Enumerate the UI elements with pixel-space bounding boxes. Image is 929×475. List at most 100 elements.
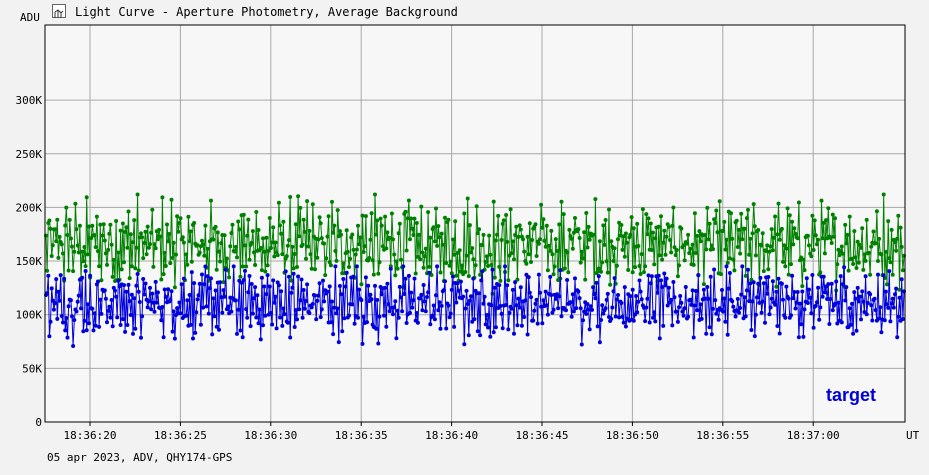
data-point — [686, 232, 691, 237]
data-point — [531, 318, 536, 323]
data-point — [347, 313, 351, 318]
data-point — [838, 274, 843, 279]
data-point — [773, 214, 778, 219]
data-point — [201, 305, 206, 310]
data-point — [879, 330, 884, 335]
data-point — [692, 303, 697, 308]
data-point — [769, 296, 774, 301]
data-point — [706, 237, 711, 242]
data-point — [432, 239, 437, 244]
data-point — [824, 218, 828, 223]
data-point — [536, 241, 541, 246]
data-point — [227, 275, 232, 280]
data-point — [769, 227, 774, 232]
data-point — [359, 298, 364, 303]
data-point — [687, 251, 692, 256]
data-point — [635, 310, 640, 315]
data-point — [148, 285, 152, 290]
data-point — [313, 293, 317, 298]
data-point — [856, 299, 861, 304]
data-point — [97, 324, 102, 329]
data-point — [756, 228, 761, 232]
data-point — [621, 234, 626, 239]
data-point — [210, 332, 215, 337]
data-point — [743, 273, 748, 278]
data-point — [145, 305, 150, 310]
data-point — [196, 293, 201, 298]
data-point — [498, 278, 503, 283]
data-point — [340, 329, 345, 334]
data-point — [515, 323, 520, 328]
data-point — [376, 271, 381, 276]
data-point — [649, 248, 654, 252]
data-point — [152, 309, 157, 314]
data-point — [727, 271, 732, 275]
data-point — [434, 293, 438, 298]
data-point — [205, 246, 210, 251]
data-point — [140, 314, 145, 319]
data-point — [384, 324, 389, 329]
x-tick-label: 18:36:50 — [606, 429, 659, 442]
data-point — [254, 315, 259, 320]
data-point — [767, 249, 772, 254]
data-point — [396, 315, 401, 320]
data-point — [712, 217, 717, 222]
data-point — [219, 241, 224, 246]
data-point — [831, 234, 836, 239]
data-point — [54, 277, 59, 282]
data-point — [461, 294, 466, 299]
data-point — [51, 307, 56, 312]
data-point — [833, 216, 837, 221]
legend-target-label: target — [826, 385, 877, 405]
data-point — [317, 281, 322, 286]
data-point — [213, 288, 218, 293]
data-point — [775, 232, 780, 237]
data-point — [323, 273, 328, 278]
data-point — [282, 312, 287, 317]
data-point — [359, 282, 364, 287]
data-point — [391, 237, 395, 242]
data-point — [177, 300, 182, 305]
light-curve-app-icon[interactable] — [52, 4, 66, 18]
data-point — [151, 300, 156, 305]
data-point — [113, 288, 117, 293]
data-point — [619, 223, 624, 227]
data-point — [673, 253, 678, 258]
data-point — [435, 264, 440, 269]
data-point — [394, 336, 399, 341]
data-point — [611, 289, 616, 294]
data-point — [413, 271, 418, 276]
data-point — [368, 237, 373, 242]
data-point — [106, 308, 111, 313]
data-point — [71, 344, 76, 348]
data-point — [621, 320, 626, 325]
data-point — [670, 323, 675, 328]
data-point — [646, 273, 651, 278]
data-point — [526, 275, 531, 280]
data-point — [252, 250, 256, 255]
data-point — [721, 229, 726, 233]
data-point — [68, 298, 73, 303]
data-point — [70, 244, 74, 249]
data-point — [643, 319, 648, 324]
data-point — [377, 314, 382, 319]
data-point — [309, 305, 314, 310]
data-point — [96, 279, 100, 284]
data-point — [414, 311, 419, 315]
data-point — [369, 211, 374, 216]
data-point — [776, 276, 781, 281]
data-point — [854, 266, 859, 270]
data-point — [449, 271, 454, 276]
data-point — [707, 325, 712, 330]
data-point — [576, 289, 581, 294]
data-point — [711, 247, 715, 252]
data-point — [746, 207, 750, 212]
data-point — [163, 264, 168, 268]
data-point — [352, 321, 357, 326]
data-point — [491, 330, 496, 335]
data-point — [656, 273, 661, 278]
data-point — [894, 248, 899, 253]
data-point — [651, 315, 655, 320]
data-point — [301, 217, 306, 222]
data-point — [64, 205, 69, 210]
